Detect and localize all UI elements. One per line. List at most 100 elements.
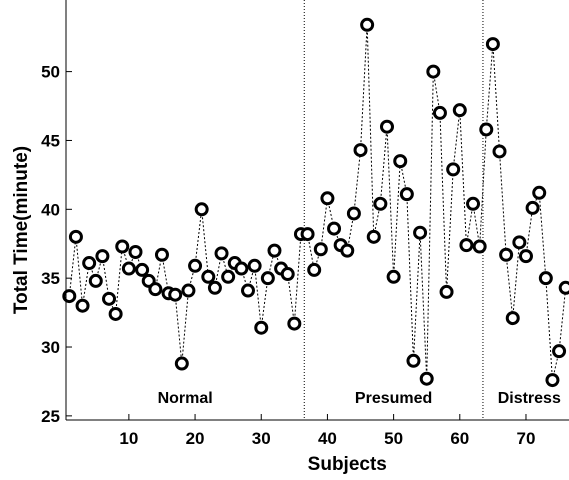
connector-segment [393,161,401,277]
data-point [221,269,236,284]
connector-segment [174,294,183,364]
group-label: Distress [498,390,561,407]
data-point [267,243,282,258]
data-point [174,356,189,371]
connector-segment [274,250,282,269]
connector-segment [287,273,295,324]
data-point [62,289,77,304]
connector-segment [492,44,501,152]
data-point [188,258,203,273]
connector-segment [412,232,421,361]
data-point [307,262,322,277]
connector-segment [260,278,269,328]
data-point [386,269,401,284]
connector-segment [439,112,448,292]
data-point [194,202,209,217]
data-point [505,311,520,326]
group-labels: Normal Presumed Distress [158,390,561,407]
data-point [300,227,315,242]
data-point [207,280,222,295]
connector-segment [68,236,77,297]
data-point [82,256,97,271]
x-tick-label: 50 [384,429,403,448]
data-point [313,242,328,257]
connector-segment [465,203,474,246]
data-point [558,280,569,295]
connector-segment [472,203,481,247]
connector-segment [82,262,90,306]
connector-segment [75,236,84,306]
y-tick-label: 35 [41,269,60,288]
data-point [485,37,500,52]
data-point [260,271,275,286]
data-point [472,239,487,254]
data-point [432,105,447,120]
data-point [466,196,481,211]
data-point [426,64,441,79]
data-point [287,316,302,331]
x-tick-label: 30 [252,429,271,448]
data-point [538,271,553,286]
y-tick-label: 45 [41,131,60,150]
data-point [446,162,461,177]
connector-segment [379,126,388,204]
x-tick-label: 60 [450,429,469,448]
connector-segment [459,110,467,246]
data-point [512,235,527,250]
connector-segment [366,24,375,237]
data-point [406,353,421,368]
data-point [254,320,269,335]
connector-segment [446,169,454,292]
data-point [168,287,183,302]
data-point [366,229,381,244]
data-point [95,249,110,264]
connector-segment [201,209,209,277]
data-point [545,373,560,388]
data-point [241,283,256,298]
connector-segment [135,251,143,271]
x-tick-label: 20 [186,429,205,448]
connector-segment [558,287,567,352]
connector-segment [499,151,507,255]
connector-segment [512,242,520,319]
data-point [154,247,169,262]
connector-segment [320,198,328,250]
connector-segment [88,262,97,282]
data-point [479,122,494,137]
data-point [439,284,454,299]
connector-segment [293,234,302,324]
y-tick-label: 40 [41,200,60,219]
data-point [518,249,533,264]
data-point [121,261,136,276]
data-point [552,344,567,359]
data-point [75,298,90,313]
y-axis-title: Total Time(minute) [11,146,32,314]
data-point [459,238,474,253]
group-label: Presumed [355,390,432,407]
data-point [399,187,414,202]
connector-segment [194,209,203,266]
data-point [353,143,368,158]
tick-labels: 10 20 30 40 50 60 70 25 30 35 40 45 50 [41,63,535,448]
connector-segment [181,290,189,364]
data-point [280,267,295,282]
x-tick-label: 10 [119,429,138,448]
data-point [360,17,375,32]
plot-area [66,0,569,420]
connector-segment [115,246,123,315]
y-tick-label: 25 [41,407,60,426]
data-point [499,247,514,262]
connector-segment [545,278,553,381]
data-points [62,17,569,388]
data-point [379,119,394,134]
y-tick-label: 50 [41,63,60,82]
data-point [88,273,103,288]
connector-segment [479,129,487,247]
data-point [340,243,355,258]
connector-segment [426,71,434,379]
x-tick-label: 40 [318,429,337,448]
group-label: Normal [158,390,213,407]
connector-segment [419,232,428,379]
group-boundaries [303,0,484,420]
